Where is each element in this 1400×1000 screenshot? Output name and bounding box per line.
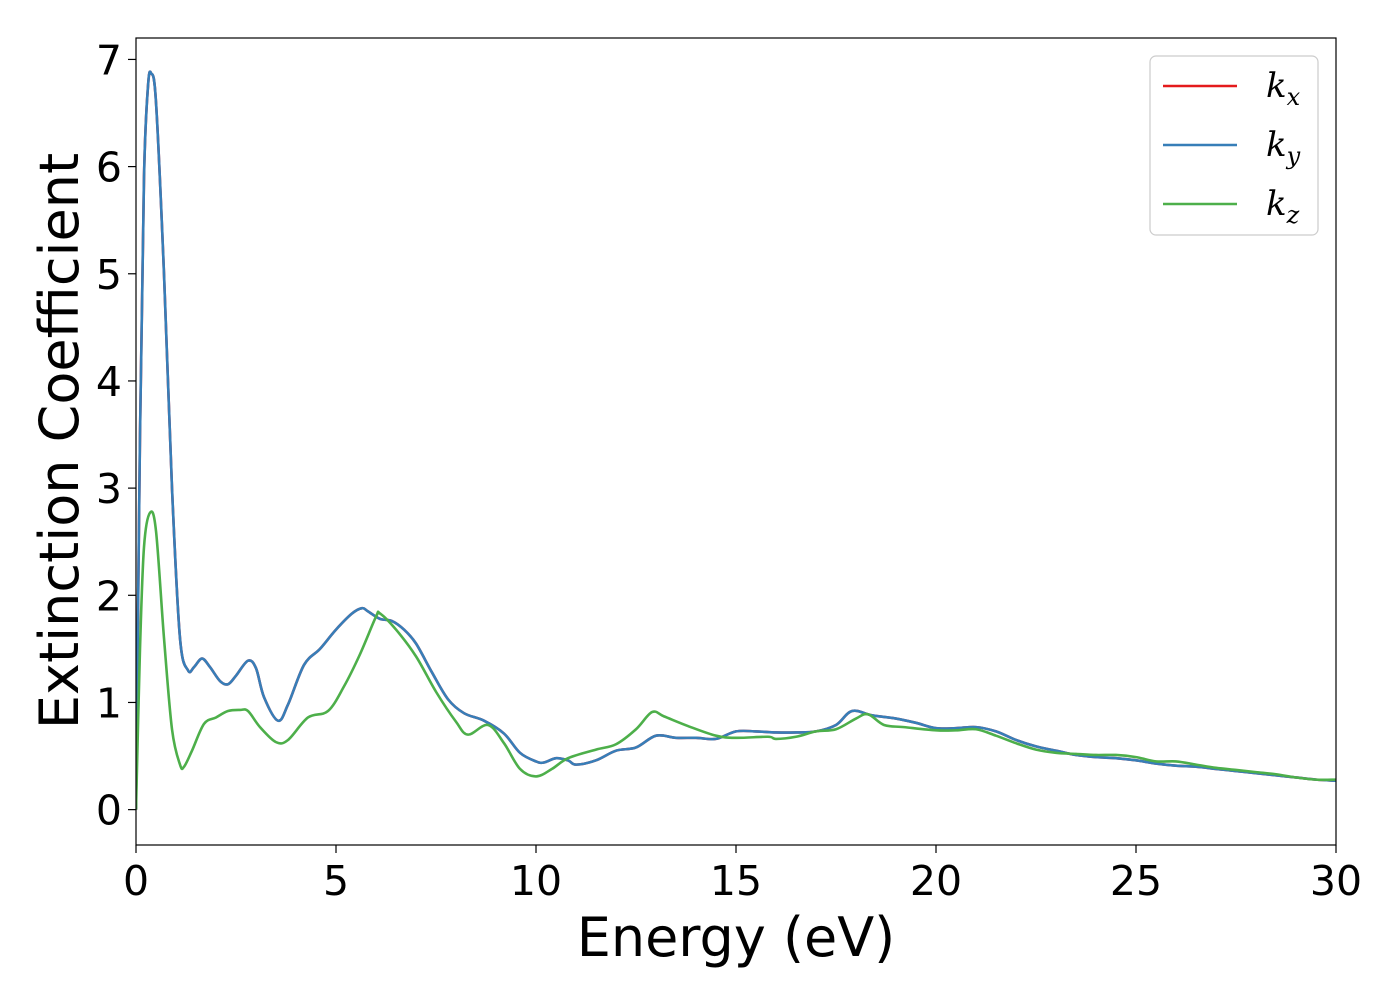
y-tick-label: 1 [96,679,122,727]
x-axis: 0 5 10 15 20 25 30 [123,845,1362,905]
series-line-ky [136,70,1336,810]
y-tick-label: 6 [96,144,122,192]
x-tick-label: 25 [1110,857,1162,905]
y-tick-label: 0 [96,787,122,835]
legend-label-ky: ky [1266,125,1301,170]
x-tick-label: 20 [910,857,962,905]
y-tick-label: 4 [96,358,122,406]
x-tick-label: 0 [123,857,149,905]
x-axis-title: Energy (eV) [577,906,896,969]
y-tick-label: 7 [96,36,122,84]
x-tick-label: 30 [1310,857,1362,905]
plot-area-background [136,38,1336,845]
series-line-kz [136,510,1336,810]
y-axis-title: Extinction Coefficient [28,153,91,729]
x-tick-label: 5 [323,857,349,905]
series-layer [136,70,1336,810]
y-tick-label: 3 [96,465,122,513]
x-tick-label: 10 [510,857,562,905]
y-tick-label: 5 [96,251,122,299]
y-tick-label: 2 [96,572,122,620]
x-tick-label: 15 [710,857,762,905]
y-axis: 0 1 2 3 4 5 6 7 [96,36,136,835]
